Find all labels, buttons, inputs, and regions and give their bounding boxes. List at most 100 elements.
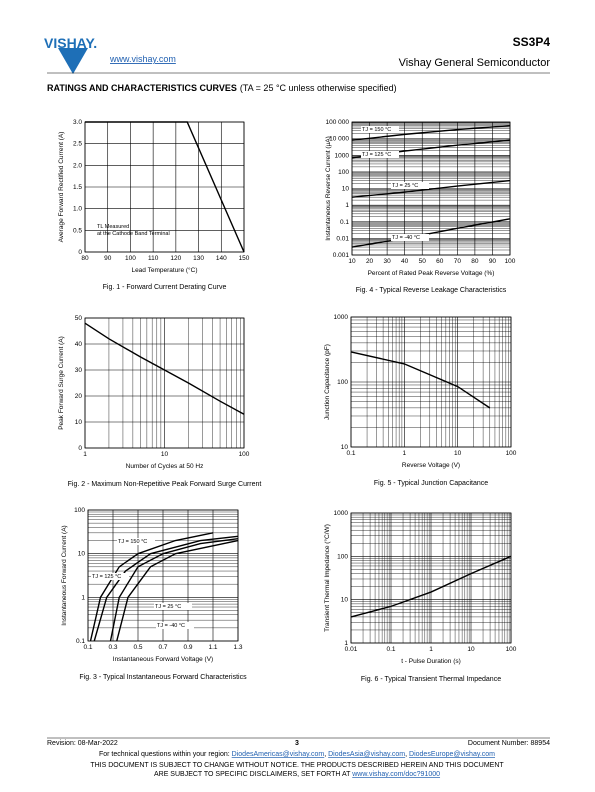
x-tick-label: 90 (104, 255, 112, 262)
y-tick-label: 50 (75, 315, 83, 322)
curve (93, 535, 239, 642)
y-axis-label: Average Forward Rectified Current (A) (58, 132, 65, 243)
x-tick-label: 60 (436, 258, 444, 265)
x-tick-label: 0.3 (108, 644, 117, 651)
x-tick-label: 0.7 (158, 644, 167, 651)
plot-frame (87, 509, 239, 642)
y-tick-label: 1 (81, 594, 85, 601)
plot-frame (351, 121, 511, 256)
questions: For technical questions within your regi… (99, 751, 495, 758)
x-tick-label: 1 (429, 646, 433, 653)
y-tick-label: 10 (75, 419, 83, 426)
x-tick-label: 130 (193, 255, 204, 262)
curve (351, 179, 511, 198)
x-axis-label: t - Pulse Duration (s) (401, 658, 461, 665)
series-label: TJ = -40 °C (392, 235, 420, 241)
x-tick-label: 0.01 (345, 646, 358, 653)
y-tick-label: 100 000 (326, 119, 350, 126)
disclaimer: THIS DOCUMENT IS SUBJECT TO CHANGE WITHO… (90, 762, 504, 769)
y-tick-label: 100 (338, 169, 349, 176)
y-tick-label: 0 (78, 249, 82, 256)
y-tick-label: 2.0 (73, 162, 82, 169)
disclaimer-link[interactable]: www.vishay.com/doc?91000 (351, 771, 440, 778)
label-bg (361, 126, 399, 133)
label-bg (391, 182, 429, 189)
y-axis-label: Junction Capacitance (pF) (324, 344, 331, 420)
y-tick-label: 20 (75, 393, 83, 400)
x-tick-label: 80 (471, 258, 479, 265)
y-tick-label: 2.5 (73, 141, 82, 148)
series-label: TJ = -40 °C (157, 623, 185, 629)
y-tick-label: 1.0 (73, 206, 82, 213)
x-tick-label: 40 (401, 258, 409, 265)
y-tick-label: 0 (78, 445, 82, 452)
y-tick-label: 100 (74, 507, 85, 514)
plot-frame (350, 512, 512, 644)
curve (351, 124, 511, 141)
y-tick-label: 30 (75, 367, 83, 374)
annotation: TL Measured (97, 224, 129, 230)
section-condition: (TA = 25 °C unless otherwise specified) (240, 83, 397, 93)
figure-caption: Fig. 6 - Typical Transient Thermal Imped… (361, 676, 501, 683)
email[interactable]: DiodesAmericas@vishay.com (232, 751, 325, 758)
y-tick-label: 1 (345, 202, 349, 209)
x-tick-label: 140 (216, 255, 227, 262)
x-tick-label: 1.3 (233, 644, 242, 651)
x-tick-label: 100 (506, 450, 517, 457)
figure-caption: Fig. 3 - Typical Instantaneous Forward C… (79, 674, 247, 681)
label-bg (117, 538, 155, 545)
part-number: SS3P4 (513, 35, 551, 49)
x-tick-label: 110 (148, 255, 159, 262)
label-bg (361, 151, 399, 158)
curve (351, 218, 511, 248)
x-tick-label: 50 (419, 258, 427, 265)
x-tick-label: 0.1 (83, 644, 92, 651)
y-tick-label: 100 (337, 379, 348, 386)
x-axis-label: Reverse Voltage (V) (402, 462, 460, 469)
y-axis-label: Instantaneous Forward Current (A) (61, 525, 68, 625)
figure-caption: Fig. 4 - Typical Reverse Leakage Charact… (356, 287, 507, 294)
y-axis-label: Instantaneous Reverse Current (µA) (325, 136, 332, 241)
x-tick-label: 0.5 (133, 644, 142, 651)
x-tick-label: 10 (348, 258, 356, 265)
disclaimer: ARE SUBJECT TO SPECIFIC DISCLAIMERS, SET… (154, 771, 440, 778)
x-tick-label: 100 (506, 646, 517, 653)
y-tick-label: 0.01 (336, 235, 349, 242)
label-bg (391, 234, 429, 241)
x-tick-label: 90 (489, 258, 497, 265)
email[interactable]: DiodesEurope@vishay.com (409, 751, 495, 758)
x-tick-label: 10 (454, 450, 462, 457)
x-tick-label: 20 (366, 258, 374, 265)
series-label: TJ = 125 °C (92, 574, 121, 580)
label-bg (91, 573, 129, 580)
revision: Revision: 08-Mar-2022 (47, 740, 118, 747)
y-tick-label: 0.1 (340, 219, 349, 226)
x-tick-label: 10 (467, 646, 475, 653)
y-tick-label: 1000 (334, 314, 349, 321)
curve (116, 539, 239, 642)
y-axis-label: Peak Forward Surge Current (A) (58, 336, 65, 430)
x-tick-label: 1 (83, 451, 87, 458)
curve (350, 555, 512, 618)
email[interactable]: DiodesAsia@vishay.com (328, 751, 405, 758)
annotation: at the Cathode Band Terminal (97, 231, 170, 237)
website[interactable]: www.vishay.com (109, 54, 176, 64)
x-axis-label: Percent of Rated Peak Reverse Voltage (%… (368, 270, 495, 277)
curve (109, 538, 239, 642)
x-tick-label: 70 (454, 258, 462, 265)
section-heading: RATINGS AND CHARACTERISTICS CURVES (TA = … (47, 83, 397, 93)
figure-caption: Fig. 2 - Maximum Non-Repetitive Peak For… (68, 481, 262, 488)
y-tick-label: 3.0 (73, 119, 82, 126)
document-number: Document Number: 88954 (468, 740, 550, 747)
y-tick-label: 1 (344, 640, 348, 647)
x-tick-label: 100 (505, 258, 516, 265)
y-tick-label: 0.001 (333, 252, 350, 259)
company: Vishay General Semiconductor (399, 57, 551, 69)
x-axis-label: Instantaneous Forward Voltage (V) (113, 656, 213, 663)
series-label: TJ = 25 °C (392, 183, 418, 189)
y-tick-label: 0.5 (73, 227, 82, 234)
series-label: TJ = 25 °C (155, 604, 181, 610)
y-tick-label: 1.5 (73, 184, 82, 191)
curve (350, 351, 491, 409)
x-tick-label: 30 (383, 258, 391, 265)
